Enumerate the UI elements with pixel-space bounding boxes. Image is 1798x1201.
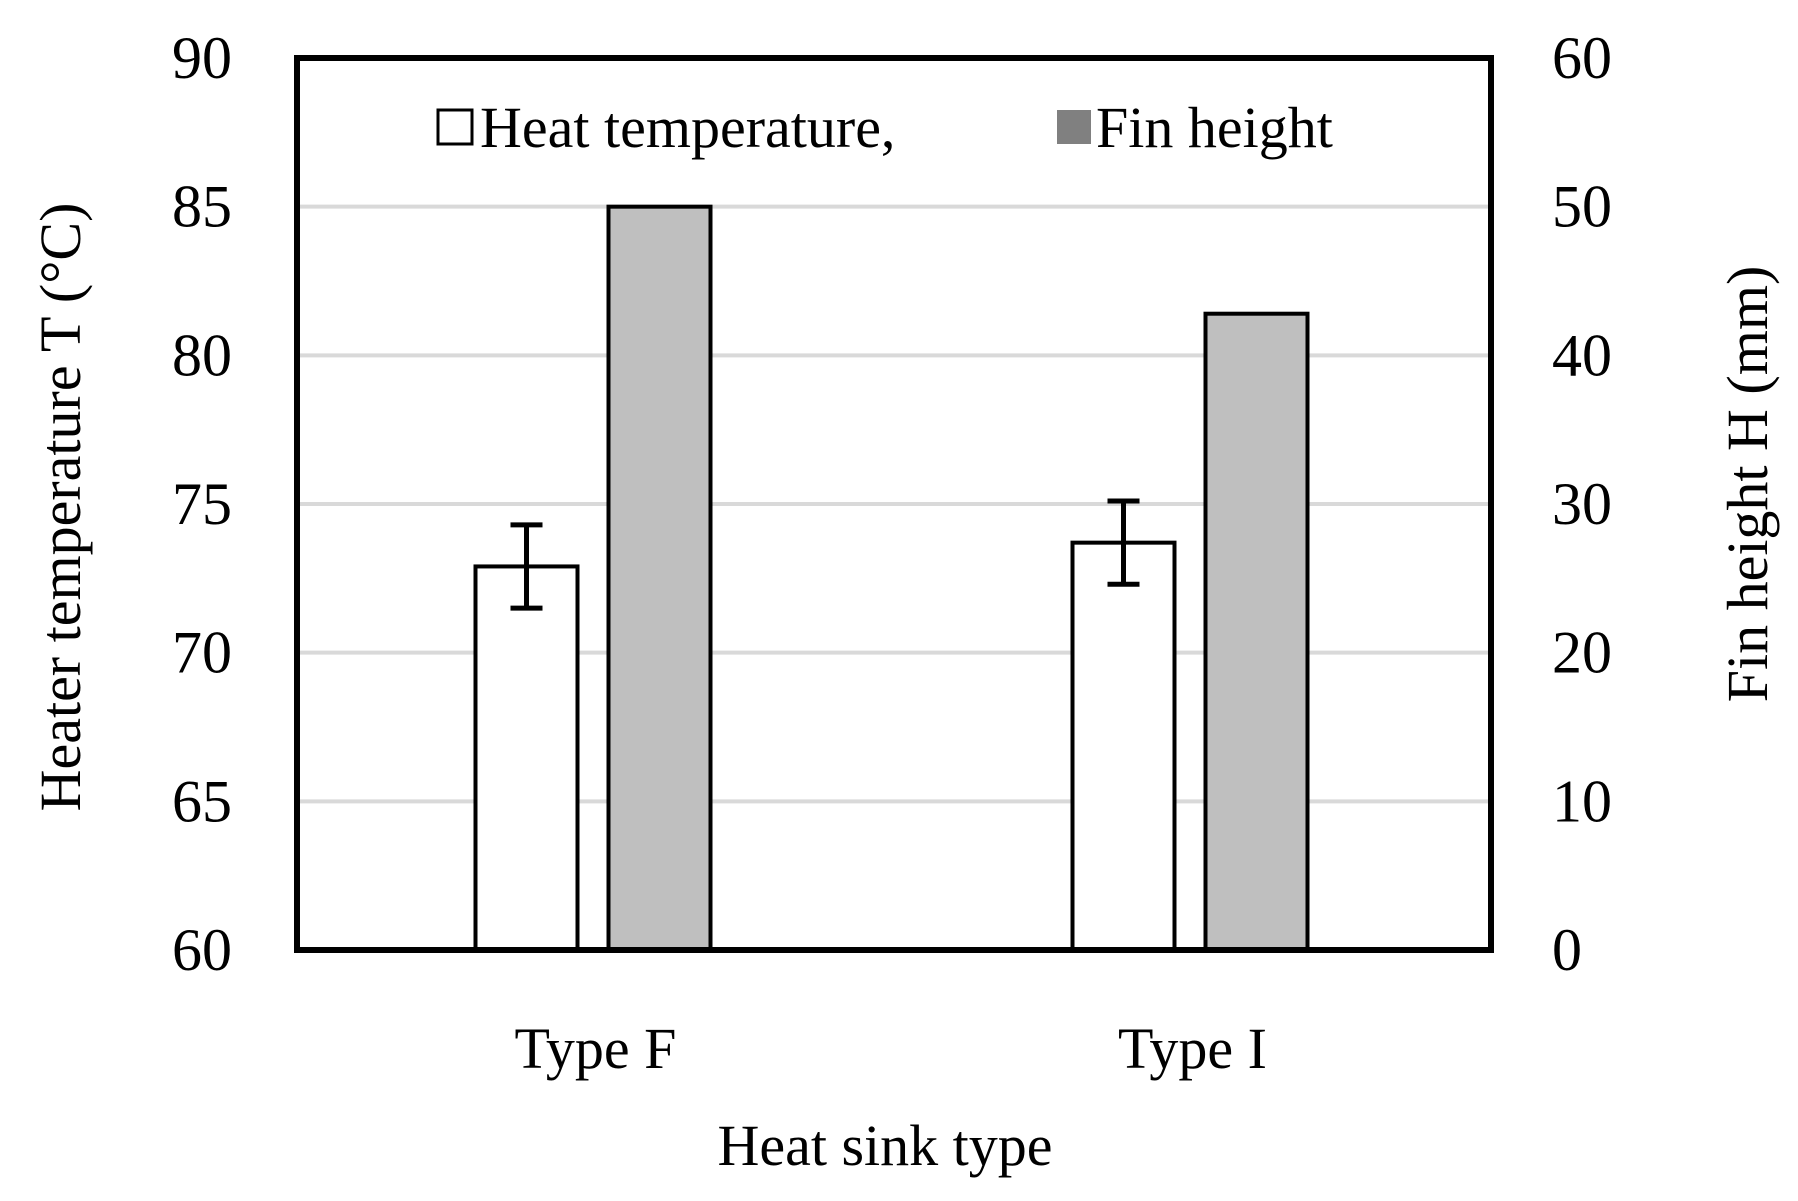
heat-temperature-bar bbox=[1070, 540, 1177, 952]
left-tick-label: 60 bbox=[172, 917, 232, 983]
fin-height-bar bbox=[1203, 311, 1310, 952]
legend-swatch-fin-height bbox=[1057, 110, 1091, 144]
category-labels: Type F Type I bbox=[515, 1016, 1267, 1081]
right-tick-label: 20 bbox=[1552, 620, 1612, 686]
right-tick-label: 0 bbox=[1552, 917, 1582, 983]
left-tick-label: 90 bbox=[172, 25, 232, 91]
left-tick-label: 75 bbox=[172, 471, 232, 537]
legend-swatch-heat-temperature bbox=[436, 108, 474, 146]
right-tick-label: 60 bbox=[1552, 25, 1612, 91]
right-tick-label: 50 bbox=[1552, 174, 1612, 240]
left-tick-label: 80 bbox=[172, 322, 232, 388]
heat-temperature-bar bbox=[473, 564, 580, 952]
legend-label-heat-temperature: Heat temperature, bbox=[480, 95, 895, 160]
legend-label-fin-height: Fin height bbox=[1096, 95, 1333, 160]
left-tick-label: 65 bbox=[172, 768, 232, 834]
right-tick-label: 10 bbox=[1552, 768, 1612, 834]
right-tick-label: 30 bbox=[1552, 471, 1612, 537]
plot-frame bbox=[294, 55, 1494, 953]
right-axis-ticks: 0 10 20 30 40 50 60 bbox=[1552, 25, 1612, 983]
left-axis-title: Heater temperature T (°C) bbox=[28, 203, 93, 812]
x-axis-title: Heat sink type bbox=[717, 1113, 1052, 1178]
category-label: Type F bbox=[515, 1016, 677, 1081]
legend: Heat temperature, Fin height bbox=[436, 95, 1333, 160]
left-axis-ticks: 60 65 70 75 80 85 90 bbox=[172, 25, 232, 983]
fin-height-bar bbox=[606, 204, 713, 952]
right-tick-label: 40 bbox=[1552, 322, 1612, 388]
left-tick-label: 70 bbox=[172, 620, 232, 686]
plot-border bbox=[294, 55, 1494, 953]
left-tick-label: 85 bbox=[172, 174, 232, 240]
bars bbox=[473, 204, 1310, 952]
category-label: Type I bbox=[1118, 1016, 1267, 1081]
right-axis-title: Fin height H (mm) bbox=[1715, 266, 1780, 703]
